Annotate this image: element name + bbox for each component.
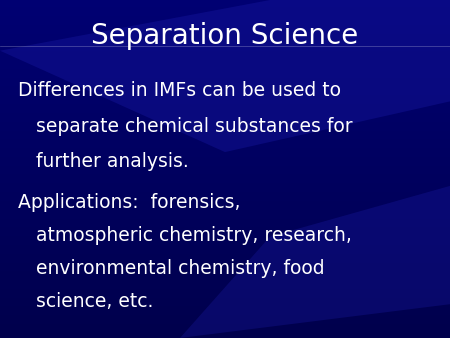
Text: separate chemical substances for: separate chemical substances for — [18, 117, 353, 136]
Text: atmospheric chemistry, research,: atmospheric chemistry, research, — [18, 226, 352, 245]
Text: Separation Science: Separation Science — [91, 22, 359, 50]
Text: science, etc.: science, etc. — [18, 292, 153, 311]
Polygon shape — [180, 186, 450, 338]
Text: Differences in IMFs can be used to: Differences in IMFs can be used to — [18, 81, 341, 100]
Text: environmental chemistry, food: environmental chemistry, food — [18, 259, 324, 278]
Polygon shape — [0, 0, 450, 152]
Text: Applications:  forensics,: Applications: forensics, — [18, 193, 240, 212]
Text: further analysis.: further analysis. — [18, 152, 189, 171]
